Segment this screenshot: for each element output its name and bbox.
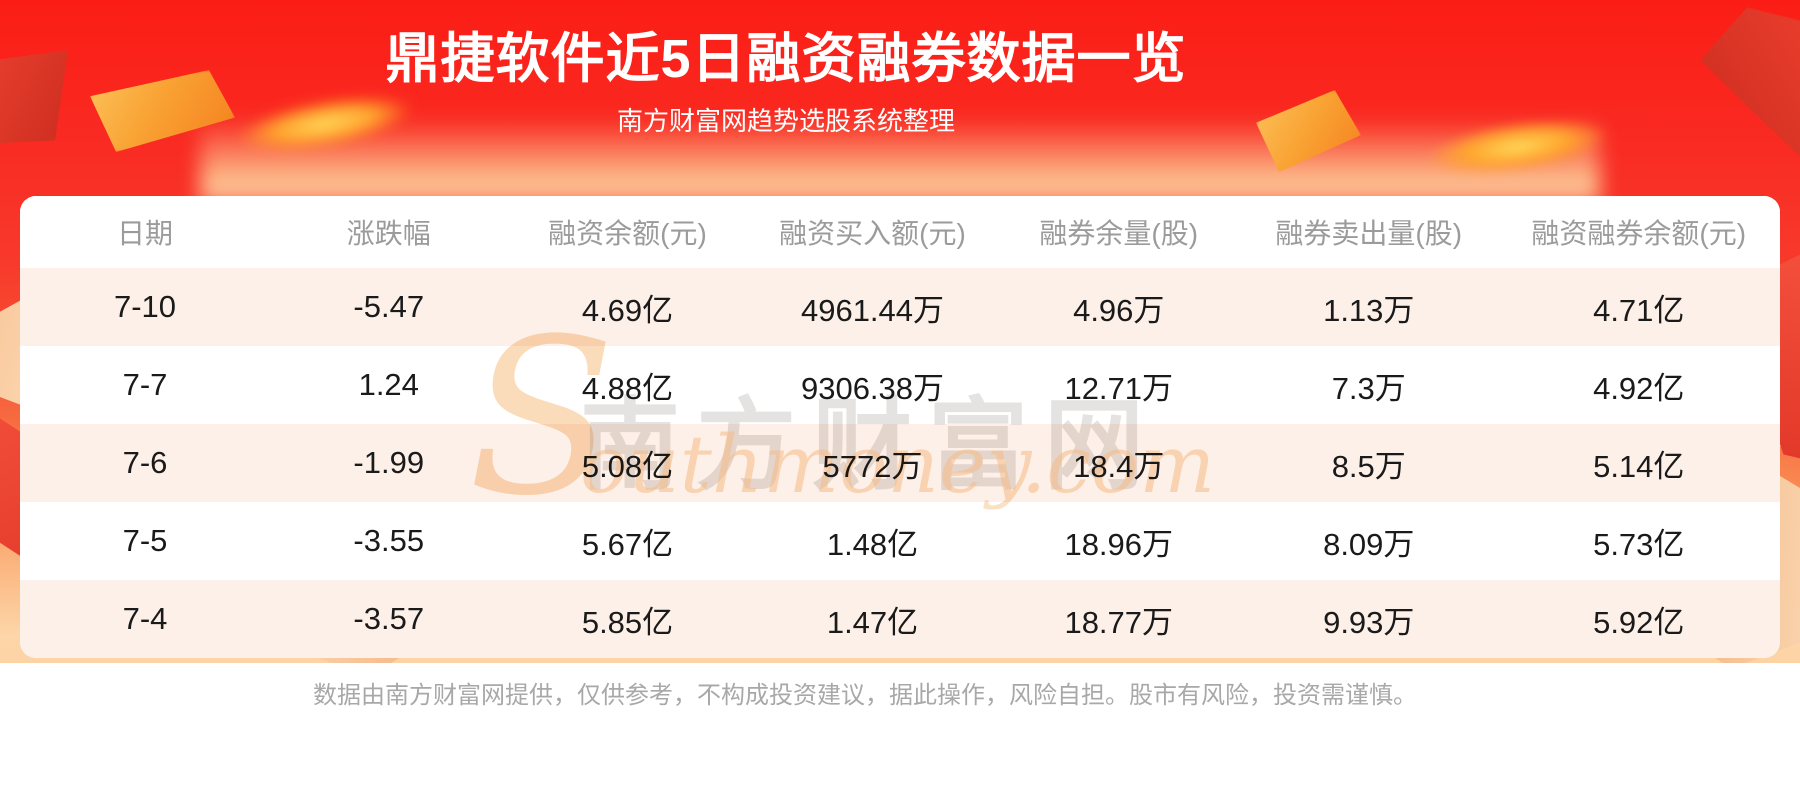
header-cell: 融资余额(元) [548,218,707,249]
table-cell: 4961.44万 [800,292,945,328]
table-row: 7-7 1.24 4.88亿 9306.38万 12.71万 7.3万 4.92亿 [20,346,1780,424]
table-cell: 7-5 [122,523,168,558]
footer: 数据由南方财富网提供，仅供参考，不构成投资建议，据此操作，风险自担。股市有风险，… [0,663,1800,800]
table-cell: 5.67亿 [581,526,674,562]
page-subtitle: 南方财富网趋势选股系统整理 [616,106,955,136]
table-cell: 9306.38万 [800,370,945,406]
table-cell: 5.92亿 [1593,604,1685,640]
table-body: 7-10 -5.47 4.69亿 4961.44万 4.96万 1.13万 4.71亿 7-7… [20,268,1780,658]
table-cell: 9.93万 [1323,604,1415,640]
table-cell: 7-4 [122,601,168,636]
table-cell: 7-7 [122,367,168,402]
page-title: 鼎捷软件近5日融资融券数据一览 [385,29,1187,89]
table-cell: 4.96万 [1073,292,1165,328]
table-cell: 5.14亿 [1593,448,1685,484]
table-cell: 4.69亿 [581,292,674,328]
table-cell: 8.5万 [1331,448,1406,484]
banner-text-block: 鼎捷软件近5日融资融券数据一览 南方财富网趋势选股系统整理 [0,0,1572,136]
table-cell: 4.88亿 [581,370,674,406]
banner-haze-decoration [200,118,1600,202]
table-row: 7-10 -5.47 4.69亿 4961.44万 4.96万 1.13万 4.71亿 [20,268,1780,346]
table-cell: 5.85亿 [581,604,674,640]
table-cell: 1.13万 [1323,292,1415,328]
header-cell: 涨跌幅 [346,218,431,249]
header-cell: 日期 [116,218,173,249]
table-cell: 4.92亿 [1593,370,1685,406]
table-cell: 18.77万 [1064,604,1174,640]
table-cell: 5.08亿 [581,448,674,484]
table-cell: 1.24 [358,367,419,402]
table-cell: 12.71万 [1064,370,1174,406]
disclaimer-text: 数据由南方财富网提供，仅供参考，不构成投资建议，据此操作，风险自担。股市有风险，… [313,682,1417,709]
table-cell: 7-6 [122,445,168,480]
table-cell: -3.57 [353,601,425,636]
header-cell: 融券余量(股) [1039,218,1199,249]
table-cell: 5.73亿 [1593,526,1685,562]
table-cell: 4.71亿 [1593,292,1685,328]
table-cell: 7.3万 [1331,370,1406,406]
table-cell: 5772万 [822,448,923,484]
table-cell: 1.47亿 [826,604,919,640]
table-row: 7-6 -1.99 5.08亿 5772万 18.4万 8.5万 5.14亿 [20,424,1780,502]
table-cell: 18.96万 [1064,526,1174,562]
header-cell: 融券卖出量(股) [1275,218,1463,249]
table-cell: -3.55 [353,523,425,558]
data-table-card: 日期 涨跌幅 融资余额(元) 融资买入额(元) 融券余量(股) 融券卖出量(股) 融资融券余… [20,196,1780,658]
header-cell: 融资融券余额(元) [1531,218,1747,249]
table-row: 7-4 -3.57 5.85亿 1.47亿 18.77万 9.93万 5.92亿 [20,580,1780,658]
table-cell: 8.09万 [1323,526,1415,562]
table-cell: -1.99 [353,445,425,480]
table-cell: 7-10 [113,289,177,324]
table-cell: 1.48亿 [826,526,919,562]
header-cell: 融资买入额(元) [779,218,966,249]
table-header: 日期 涨跌幅 融资余额(元) 融资买入额(元) 融券余量(股) 融券卖出量(股) 融资融券余… [20,196,1780,268]
table-cell: 18.4万 [1073,448,1165,484]
ribbon-decoration-top-right [1679,0,1800,181]
table-cell: -5.47 [353,289,425,324]
table-row: 7-5 -3.55 5.67亿 1.48亿 18.96万 8.09万 5.73亿 [20,502,1780,580]
